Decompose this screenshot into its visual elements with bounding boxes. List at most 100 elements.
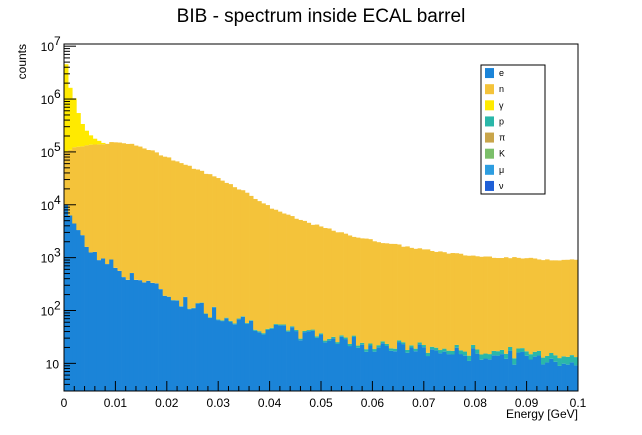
bar-p-92 [442, 348, 447, 352]
bar-e-106 [499, 354, 505, 391]
bar-p-105 [495, 351, 501, 356]
bar-e-17 [133, 279, 139, 391]
bar-n-78 [384, 243, 390, 344]
bar-p-42 [236, 318, 242, 320]
bar-γ-5 [84, 130, 90, 146]
bar-e-43 [240, 316, 246, 391]
bar-e-31 [191, 308, 196, 391]
bar-e-24 [162, 295, 168, 391]
bar-e-47 [257, 332, 262, 391]
y-tick-label-exponent: 5 [54, 140, 61, 154]
bar-p-41 [232, 323, 238, 325]
bar-n-8 [96, 144, 102, 261]
bar-p-51 [273, 323, 279, 325]
bar-n-124 [573, 259, 579, 358]
bar-e-113 [528, 359, 534, 391]
bar-n-10 [105, 143, 110, 265]
bar-e-61 [314, 337, 320, 391]
bar-p-74 [368, 343, 373, 346]
bar-e-18 [138, 280, 143, 391]
bar-e-99 [471, 348, 476, 391]
bar-e-79 [388, 350, 394, 391]
bar-n-116 [540, 260, 546, 358]
bar-e-42 [236, 319, 242, 391]
bar-e-95 [454, 347, 460, 391]
bar-n-11 [109, 142, 114, 260]
x-tick-label: 0.07 [412, 396, 436, 410]
bar-e-3 [76, 230, 81, 391]
bar-n-57 [298, 219, 303, 339]
bar-p-106 [499, 349, 505, 355]
bar-e-102 [483, 358, 488, 391]
bar-n-83 [405, 246, 410, 350]
bar-p-102 [483, 353, 488, 359]
bar-e-9 [101, 258, 106, 391]
bar-e-39 [224, 318, 229, 391]
bar-p-75 [372, 349, 377, 352]
bar-n-71 [355, 237, 361, 346]
bar-e-53 [281, 325, 287, 391]
bar-e-5 [84, 246, 90, 391]
y-tick-label-exponent: 3 [54, 246, 61, 260]
bar-γ-1 [68, 87, 73, 150]
bar-n-68 [343, 233, 349, 338]
bar-e-76 [376, 347, 381, 391]
bar-e-66 [335, 343, 340, 391]
legend-label-p: p [499, 116, 504, 126]
bar-p-35 [207, 317, 213, 318]
bar-n-73 [364, 238, 369, 350]
bar-n-80 [392, 243, 398, 349]
bar-p-88 [425, 352, 431, 357]
bar-e-45 [249, 320, 254, 391]
bar-p-107 [503, 353, 509, 359]
bar-n-55 [290, 216, 295, 327]
bar-e-124 [573, 365, 579, 391]
bar-n-45 [249, 195, 254, 321]
bar-n-77 [380, 243, 386, 342]
bar-n-108 [508, 258, 513, 347]
bar-e-40 [228, 321, 233, 391]
bar-γ-9 [101, 142, 106, 145]
bar-e-100 [475, 353, 480, 391]
bar-n-94 [450, 253, 455, 351]
bar-p-44 [244, 322, 250, 324]
bar-e-28 [179, 306, 184, 391]
legend-swatch-e [485, 68, 494, 79]
bar-p-85 [413, 348, 418, 352]
bar-n-92 [442, 252, 447, 349]
bar-e-101 [479, 359, 484, 391]
bar-p-116 [540, 357, 546, 365]
bar-e-14 [121, 277, 127, 391]
bar-n-119 [553, 260, 558, 356]
bar-n-51 [273, 209, 279, 324]
bar-n-9 [101, 144, 106, 259]
bar-p-37 [216, 319, 221, 321]
bar-e-41 [232, 324, 238, 391]
bar-n-107 [503, 257, 509, 354]
bar-n-65 [331, 230, 336, 337]
bar-e-109 [512, 364, 517, 391]
bar-e-58 [302, 332, 307, 391]
bar-p-72 [360, 342, 365, 345]
bar-p-45 [249, 320, 254, 321]
bar-n-49 [265, 205, 270, 329]
bar-n-50 [269, 208, 275, 328]
bar-n-110 [516, 257, 521, 349]
legend-swatch-μ [485, 164, 494, 175]
bar-e-57 [298, 340, 303, 391]
bar-e-69 [347, 346, 353, 391]
bar-p-110 [516, 348, 521, 353]
histogram-bars [64, 64, 579, 391]
bar-n-103 [487, 256, 492, 355]
x-tick-label: 0.02 [155, 396, 179, 410]
bar-p-64 [327, 338, 332, 341]
bar-p-90 [434, 347, 439, 351]
bar-e-59 [306, 331, 312, 391]
bar-n-52 [277, 211, 283, 325]
x-tick-label: 0.03 [207, 396, 231, 410]
bar-p-118 [549, 353, 554, 359]
bar-e-103 [487, 359, 492, 391]
bar-n-90 [434, 251, 439, 348]
x-tick-label: 0.09 [515, 396, 539, 410]
